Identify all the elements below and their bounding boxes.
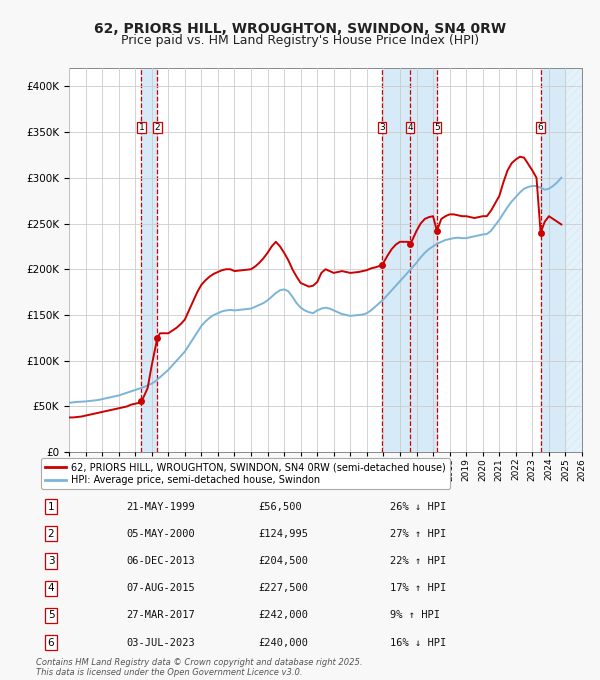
- Text: Price paid vs. HM Land Registry's House Price Index (HPI): Price paid vs. HM Land Registry's House …: [121, 34, 479, 47]
- Text: 6: 6: [47, 638, 55, 647]
- Text: £242,000: £242,000: [258, 611, 308, 620]
- Text: 26% ↓ HPI: 26% ↓ HPI: [390, 502, 446, 511]
- Text: 27-MAR-2017: 27-MAR-2017: [126, 611, 195, 620]
- Legend: 62, PRIORS HILL, WROUGHTON, SWINDON, SN4 0RW (semi-detached house), HPI: Average: 62, PRIORS HILL, WROUGHTON, SWINDON, SN4…: [41, 458, 449, 489]
- Text: Contains HM Land Registry data © Crown copyright and database right 2025.
This d: Contains HM Land Registry data © Crown c…: [36, 658, 362, 677]
- Text: £56,500: £56,500: [258, 502, 302, 511]
- Text: 2: 2: [155, 123, 160, 132]
- Text: 17% ↑ HPI: 17% ↑ HPI: [390, 583, 446, 593]
- Text: 3: 3: [379, 123, 385, 132]
- Text: 9% ↑ HPI: 9% ↑ HPI: [390, 611, 440, 620]
- Text: 5: 5: [47, 611, 55, 620]
- Text: 62, PRIORS HILL, WROUGHTON, SWINDON, SN4 0RW: 62, PRIORS HILL, WROUGHTON, SWINDON, SN4…: [94, 22, 506, 36]
- Text: 07-AUG-2015: 07-AUG-2015: [126, 583, 195, 593]
- Text: £204,500: £204,500: [258, 556, 308, 566]
- Text: 3: 3: [47, 556, 55, 566]
- Text: £240,000: £240,000: [258, 638, 308, 647]
- Text: 06-DEC-2013: 06-DEC-2013: [126, 556, 195, 566]
- Text: 6: 6: [538, 123, 544, 132]
- Text: 21-MAY-1999: 21-MAY-1999: [126, 502, 195, 511]
- Text: 22% ↑ HPI: 22% ↑ HPI: [390, 556, 446, 566]
- Bar: [382, 68, 410, 452]
- Text: 1: 1: [47, 502, 55, 511]
- Text: 03-JUL-2023: 03-JUL-2023: [126, 638, 195, 647]
- Bar: [410, 68, 437, 452]
- Text: 27% ↑ HPI: 27% ↑ HPI: [390, 529, 446, 539]
- Text: 16% ↓ HPI: 16% ↓ HPI: [390, 638, 446, 647]
- Text: 5: 5: [434, 123, 440, 132]
- Text: 4: 4: [47, 583, 55, 593]
- Text: 2: 2: [47, 529, 55, 539]
- Bar: [565, 68, 582, 452]
- Text: 05-MAY-2000: 05-MAY-2000: [126, 529, 195, 539]
- Bar: [541, 68, 565, 452]
- Bar: [142, 68, 157, 452]
- Text: 1: 1: [139, 123, 145, 132]
- Text: 4: 4: [407, 123, 413, 132]
- Text: £227,500: £227,500: [258, 583, 308, 593]
- Text: £124,995: £124,995: [258, 529, 308, 539]
